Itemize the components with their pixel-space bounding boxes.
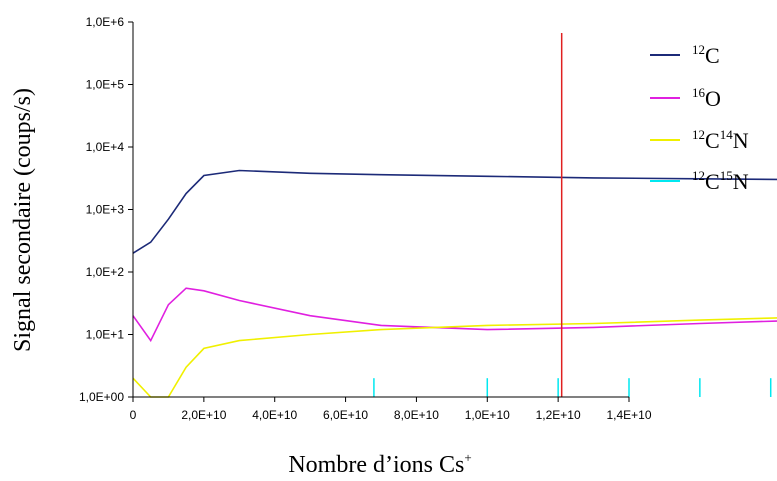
legend-element: N (733, 169, 749, 194)
legend-element: N (733, 128, 749, 153)
legend-element: O (705, 86, 721, 111)
x-tick-label: 8,0E+10 (394, 408, 439, 422)
y-tick-label: 1,0E+1 (86, 328, 125, 342)
series-2-line (132, 317, 777, 398)
legend-superscript: 15 (720, 168, 733, 183)
legend-superscript: 12 (692, 127, 705, 142)
legend-superscript: 12 (692, 168, 705, 183)
legend-label-2: 12C14N (692, 127, 749, 153)
x-axis-title: Nombre d’ions Cs+ (288, 450, 471, 478)
x-axis-title-superscript: + (464, 450, 471, 465)
x-tick-label: 2,0E+10 (181, 408, 226, 422)
y-tick-label: 1,0E+4 (86, 140, 125, 154)
x-tick-label: 1,4E+10 (606, 408, 651, 422)
legend-label-0: 12C (692, 42, 720, 68)
legend-label-3: 12C15N (692, 168, 749, 194)
x-axis-title-text: Nombre d’ions Cs (288, 452, 464, 478)
legend-element: C (705, 43, 720, 68)
x-tick-label: 0 (130, 408, 137, 422)
legend-element: C (705, 128, 720, 153)
legend-superscript: 12 (692, 42, 705, 57)
y-axis-title: Signal secondaire (coups/s) (10, 88, 36, 352)
y-tick-label: 1,0E+00 (79, 390, 124, 404)
x-tick-label: 1,2E+10 (536, 408, 581, 422)
y-tick-label: 1,0E+6 (86, 15, 125, 29)
legend-superscript: 14 (720, 127, 734, 142)
x-tick-label: 1,0E+10 (465, 408, 510, 422)
series-0-line (132, 169, 777, 254)
y-tick-label: 1,0E+2 (86, 265, 125, 279)
axes: 0 2,0E+10 4,0E+10 6,0E+10 8,0E+10 1,0E+10 1,2E… (79, 15, 652, 422)
y-tick-label: 1,0E+5 (86, 78, 125, 92)
legend-label-1: 16O (692, 85, 721, 111)
series-1-line (132, 287, 777, 343)
x-tick-label: 6,0E+10 (323, 408, 368, 422)
y-tick-label: 1,0E+3 (86, 203, 125, 217)
x-tick-label: 4,0E+10 (252, 408, 297, 422)
legend-superscript: 16 (692, 85, 706, 100)
legend-element: C (705, 169, 720, 194)
plot-area (132, 33, 777, 398)
